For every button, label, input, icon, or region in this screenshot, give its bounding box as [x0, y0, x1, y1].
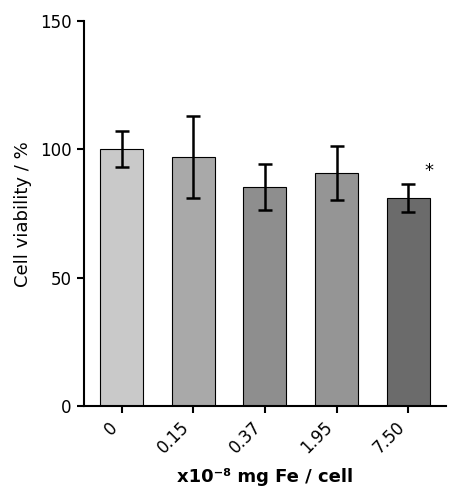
Bar — [386, 198, 429, 406]
Bar — [100, 150, 143, 406]
Bar — [314, 172, 357, 406]
Y-axis label: Cell viability / %: Cell viability / % — [14, 141, 32, 286]
Text: *: * — [424, 162, 432, 180]
Bar — [171, 157, 214, 406]
X-axis label: x10⁻⁸ mg Fe / cell: x10⁻⁸ mg Fe / cell — [176, 468, 352, 486]
Bar — [243, 186, 286, 406]
